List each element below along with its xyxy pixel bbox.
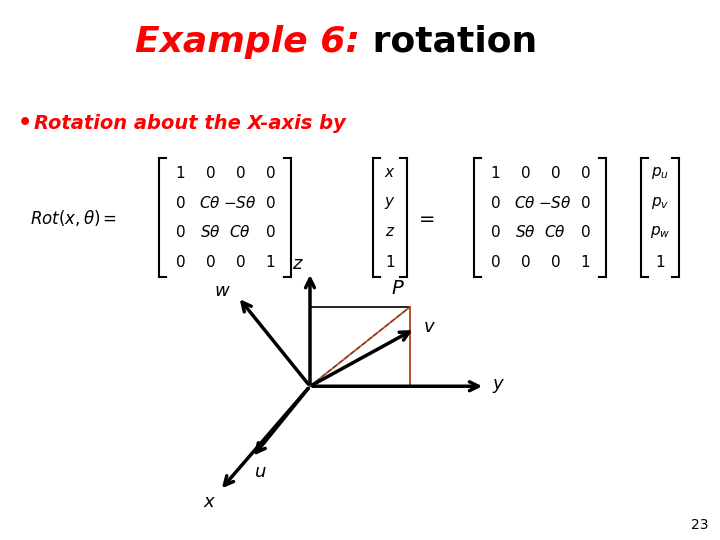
Text: $0$: $0$ xyxy=(520,165,531,181)
Text: $0$: $0$ xyxy=(549,254,560,270)
Text: $P$: $P$ xyxy=(391,280,405,298)
Text: $0$: $0$ xyxy=(490,225,500,240)
Text: $x$: $x$ xyxy=(384,166,396,180)
Text: $1$: $1$ xyxy=(385,254,395,270)
Text: $S\theta$: $S\theta$ xyxy=(199,225,220,240)
Text: $S\theta$: $S\theta$ xyxy=(515,225,536,240)
Text: $0$: $0$ xyxy=(265,195,275,211)
Text: $1$: $1$ xyxy=(580,254,590,270)
Text: 23: 23 xyxy=(690,518,708,532)
Text: $u$: $u$ xyxy=(253,463,266,481)
Text: $0$: $0$ xyxy=(204,165,215,181)
Text: $=$: $=$ xyxy=(415,208,435,227)
Text: $1$: $1$ xyxy=(655,254,665,270)
Text: $C\theta$: $C\theta$ xyxy=(544,225,566,240)
Text: Rotation about the X-axis by: Rotation about the X-axis by xyxy=(34,114,353,133)
Text: $0$: $0$ xyxy=(490,254,500,270)
Text: $C\theta$: $C\theta$ xyxy=(229,225,251,240)
Text: rotation: rotation xyxy=(360,25,537,59)
Text: $p_u$: $p_u$ xyxy=(651,165,669,181)
Text: $0$: $0$ xyxy=(265,165,275,181)
Text: •: • xyxy=(18,113,32,133)
Text: $v$: $v$ xyxy=(423,318,436,336)
Text: $0$: $0$ xyxy=(175,254,185,270)
Text: $-S\theta$: $-S\theta$ xyxy=(223,195,257,211)
Text: $-S\theta$: $-S\theta$ xyxy=(539,195,572,211)
Text: $y$: $y$ xyxy=(492,377,505,395)
Text: Example 6:: Example 6: xyxy=(135,25,360,59)
Text: $w$: $w$ xyxy=(214,282,230,300)
Text: $0$: $0$ xyxy=(175,195,185,211)
Text: $x$: $x$ xyxy=(203,494,217,511)
Text: $0$: $0$ xyxy=(580,195,590,211)
Text: $0$: $0$ xyxy=(490,195,500,211)
Text: $y$: $y$ xyxy=(384,195,396,211)
Text: $0$: $0$ xyxy=(580,225,590,240)
Text: $1$: $1$ xyxy=(175,165,185,181)
Text: $0$: $0$ xyxy=(580,165,590,181)
Text: $0$: $0$ xyxy=(520,254,531,270)
Text: $p_v$: $p_v$ xyxy=(651,195,669,211)
Text: $z$: $z$ xyxy=(292,255,304,273)
Text: $0$: $0$ xyxy=(204,254,215,270)
Text: $0$: $0$ xyxy=(175,225,185,240)
Text: $z$: $z$ xyxy=(384,226,395,240)
Text: $0$: $0$ xyxy=(549,165,560,181)
Text: $Rot(x,\theta) =$: $Rot(x,\theta) =$ xyxy=(30,207,117,228)
Text: $p_w$: $p_w$ xyxy=(649,225,670,240)
Text: $0$: $0$ xyxy=(235,165,246,181)
Text: $C\theta$: $C\theta$ xyxy=(514,195,536,211)
Text: $1$: $1$ xyxy=(265,254,275,270)
Text: $C\theta$: $C\theta$ xyxy=(199,195,221,211)
Text: $0$: $0$ xyxy=(235,254,246,270)
Text: $1$: $1$ xyxy=(490,165,500,181)
Text: $0$: $0$ xyxy=(265,225,275,240)
